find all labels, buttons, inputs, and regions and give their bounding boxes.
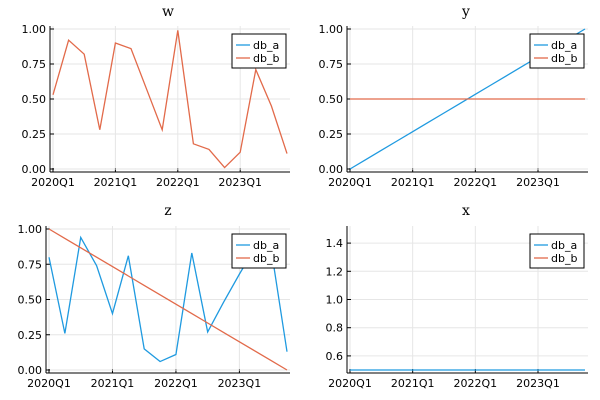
y-tick-label: 0.50 — [22, 93, 47, 106]
x-tick-label: 2023Q1 — [516, 176, 560, 189]
y-tick-label: 0.75 — [22, 58, 47, 71]
x-tick-label: 2022Q1 — [454, 377, 498, 390]
series-line-db_b — [52, 30, 288, 169]
legend-label: db_a — [253, 39, 279, 52]
x-tick-label: 2020Q1 — [328, 176, 372, 189]
legend-box — [529, 33, 585, 69]
panel-title: z — [164, 203, 171, 219]
x-tick-label: 2020Q1 — [328, 377, 372, 390]
legend-label: db_b — [551, 52, 577, 65]
y-tick-label: 0.50 — [18, 294, 43, 307]
y-tick-label: 0.50 — [319, 93, 344, 106]
y-tick-label: 1.0 — [326, 294, 344, 307]
y-tick-label: 1.00 — [319, 23, 344, 36]
x-tick-label: 2020Q1 — [27, 377, 71, 390]
legend-box — [529, 233, 585, 269]
y-tick-label: 0.00 — [319, 163, 344, 176]
panel-y: y 2020Q1 2021Q1 2022Q1 2023Q1 0.00 0.25 0.50 0.7… — [319, 4, 588, 189]
legend: db_adb_b — [529, 233, 585, 269]
panel-title: y — [461, 4, 470, 20]
legend-label: db_b — [253, 252, 279, 265]
y-tick-label: 1.4 — [326, 237, 344, 250]
y-tick-label: 0.25 — [18, 329, 43, 342]
x-tick-label: 2023Q1 — [218, 176, 262, 189]
legend: db_adb_b — [231, 33, 287, 69]
y-tick-label: 1.00 — [22, 23, 47, 36]
series-line-db_b — [48, 228, 288, 371]
legend: db_adb_b — [529, 33, 585, 69]
y-tick-label: 0.25 — [22, 128, 47, 141]
y-tick-label: 0.75 — [18, 258, 43, 271]
y-tick-label: 0.8 — [326, 322, 344, 335]
y-tick-label: 1.00 — [18, 223, 43, 236]
y-tick-label: 0.00 — [18, 364, 43, 377]
panel-title: w — [162, 4, 174, 20]
legend-label: db_a — [551, 239, 577, 252]
x-tick-label: 2021Q1 — [391, 377, 435, 390]
x-tick-label: 2022Q1 — [154, 377, 198, 390]
x-tick-label: 2021Q1 — [94, 176, 138, 189]
y-tick-label: 0.00 — [22, 163, 47, 176]
panel-w: w 2020Q1 2021Q1 2022Q1 2023Q1 0.00 0.25 0.50 0.7… — [22, 4, 290, 189]
panel-x: x 2020Q1 2021Q1 2022Q1 2023Q1 0.6 0.8 1.0 1.2 1.4… — [326, 203, 588, 390]
legend-label: db_a — [551, 39, 577, 52]
legend-label: db_a — [253, 239, 279, 252]
x-tick-label: 2023Q1 — [218, 377, 262, 390]
y-tick-label: 0.25 — [319, 128, 344, 141]
x-tick-label: 2022Q1 — [454, 176, 498, 189]
legend-label: db_b — [551, 252, 577, 265]
x-tick-label: 2023Q1 — [516, 377, 560, 390]
x-tick-label: 2021Q1 — [391, 176, 435, 189]
panel-title: x — [462, 203, 470, 219]
x-tick-label: 2020Q1 — [31, 176, 75, 189]
legend: db_adb_b — [231, 233, 287, 269]
y-tick-label: 1.2 — [326, 265, 344, 278]
x-tick-label: 2021Q1 — [91, 377, 135, 390]
legend-label: db_b — [253, 52, 279, 65]
legend-box — [231, 33, 287, 69]
x-tick-label: 2022Q1 — [156, 176, 200, 189]
y-tick-label: 0.75 — [319, 58, 344, 71]
y-tick-label: 0.6 — [326, 350, 344, 363]
panel-z: z 2020Q1 2021Q1 2022Q1 2023Q1 0.00 0.25 0.50 0.7… — [18, 203, 290, 390]
legend-box — [231, 233, 287, 269]
